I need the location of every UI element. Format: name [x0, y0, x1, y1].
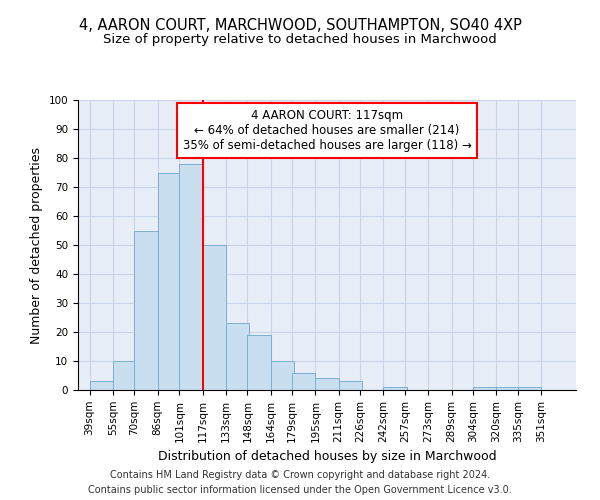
Text: 4, AARON COURT, MARCHWOOD, SOUTHAMPTON, SO40 4XP: 4, AARON COURT, MARCHWOOD, SOUTHAMPTON, …: [79, 18, 521, 32]
Bar: [247, 335, 271, 390]
Bar: [179, 164, 202, 390]
Bar: [338, 382, 362, 390]
Bar: [89, 382, 113, 390]
Bar: [292, 372, 316, 390]
Bar: [316, 378, 338, 390]
Bar: [226, 324, 249, 390]
Y-axis label: Number of detached properties: Number of detached properties: [30, 146, 43, 344]
Text: Contains public sector information licensed under the Open Government Licence v3: Contains public sector information licen…: [88, 485, 512, 495]
Text: Contains HM Land Registry data © Crown copyright and database right 2024.: Contains HM Land Registry data © Crown c…: [110, 470, 490, 480]
Bar: [158, 172, 181, 390]
Bar: [271, 361, 294, 390]
Bar: [113, 361, 136, 390]
Bar: [134, 230, 158, 390]
Bar: [203, 245, 226, 390]
Text: 4 AARON COURT: 117sqm
← 64% of detached houses are smaller (214)
35% of semi-det: 4 AARON COURT: 117sqm ← 64% of detached …: [182, 108, 472, 152]
X-axis label: Distribution of detached houses by size in Marchwood: Distribution of detached houses by size …: [158, 450, 496, 463]
Bar: [473, 387, 496, 390]
Bar: [518, 387, 541, 390]
Bar: [383, 387, 407, 390]
Text: Size of property relative to detached houses in Marchwood: Size of property relative to detached ho…: [103, 32, 497, 46]
Bar: [496, 387, 520, 390]
